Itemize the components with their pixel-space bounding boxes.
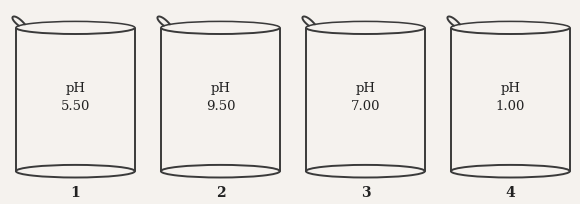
Text: 3: 3 <box>361 185 370 199</box>
Text: 1: 1 <box>71 185 80 199</box>
Text: pH
1.00: pH 1.00 <box>496 82 525 113</box>
Text: pH
9.50: pH 9.50 <box>206 82 235 113</box>
Text: 4: 4 <box>506 185 515 199</box>
Text: pH
7.00: pH 7.00 <box>351 82 380 113</box>
Text: 2: 2 <box>216 185 225 199</box>
Text: pH
5.50: pH 5.50 <box>61 82 90 113</box>
